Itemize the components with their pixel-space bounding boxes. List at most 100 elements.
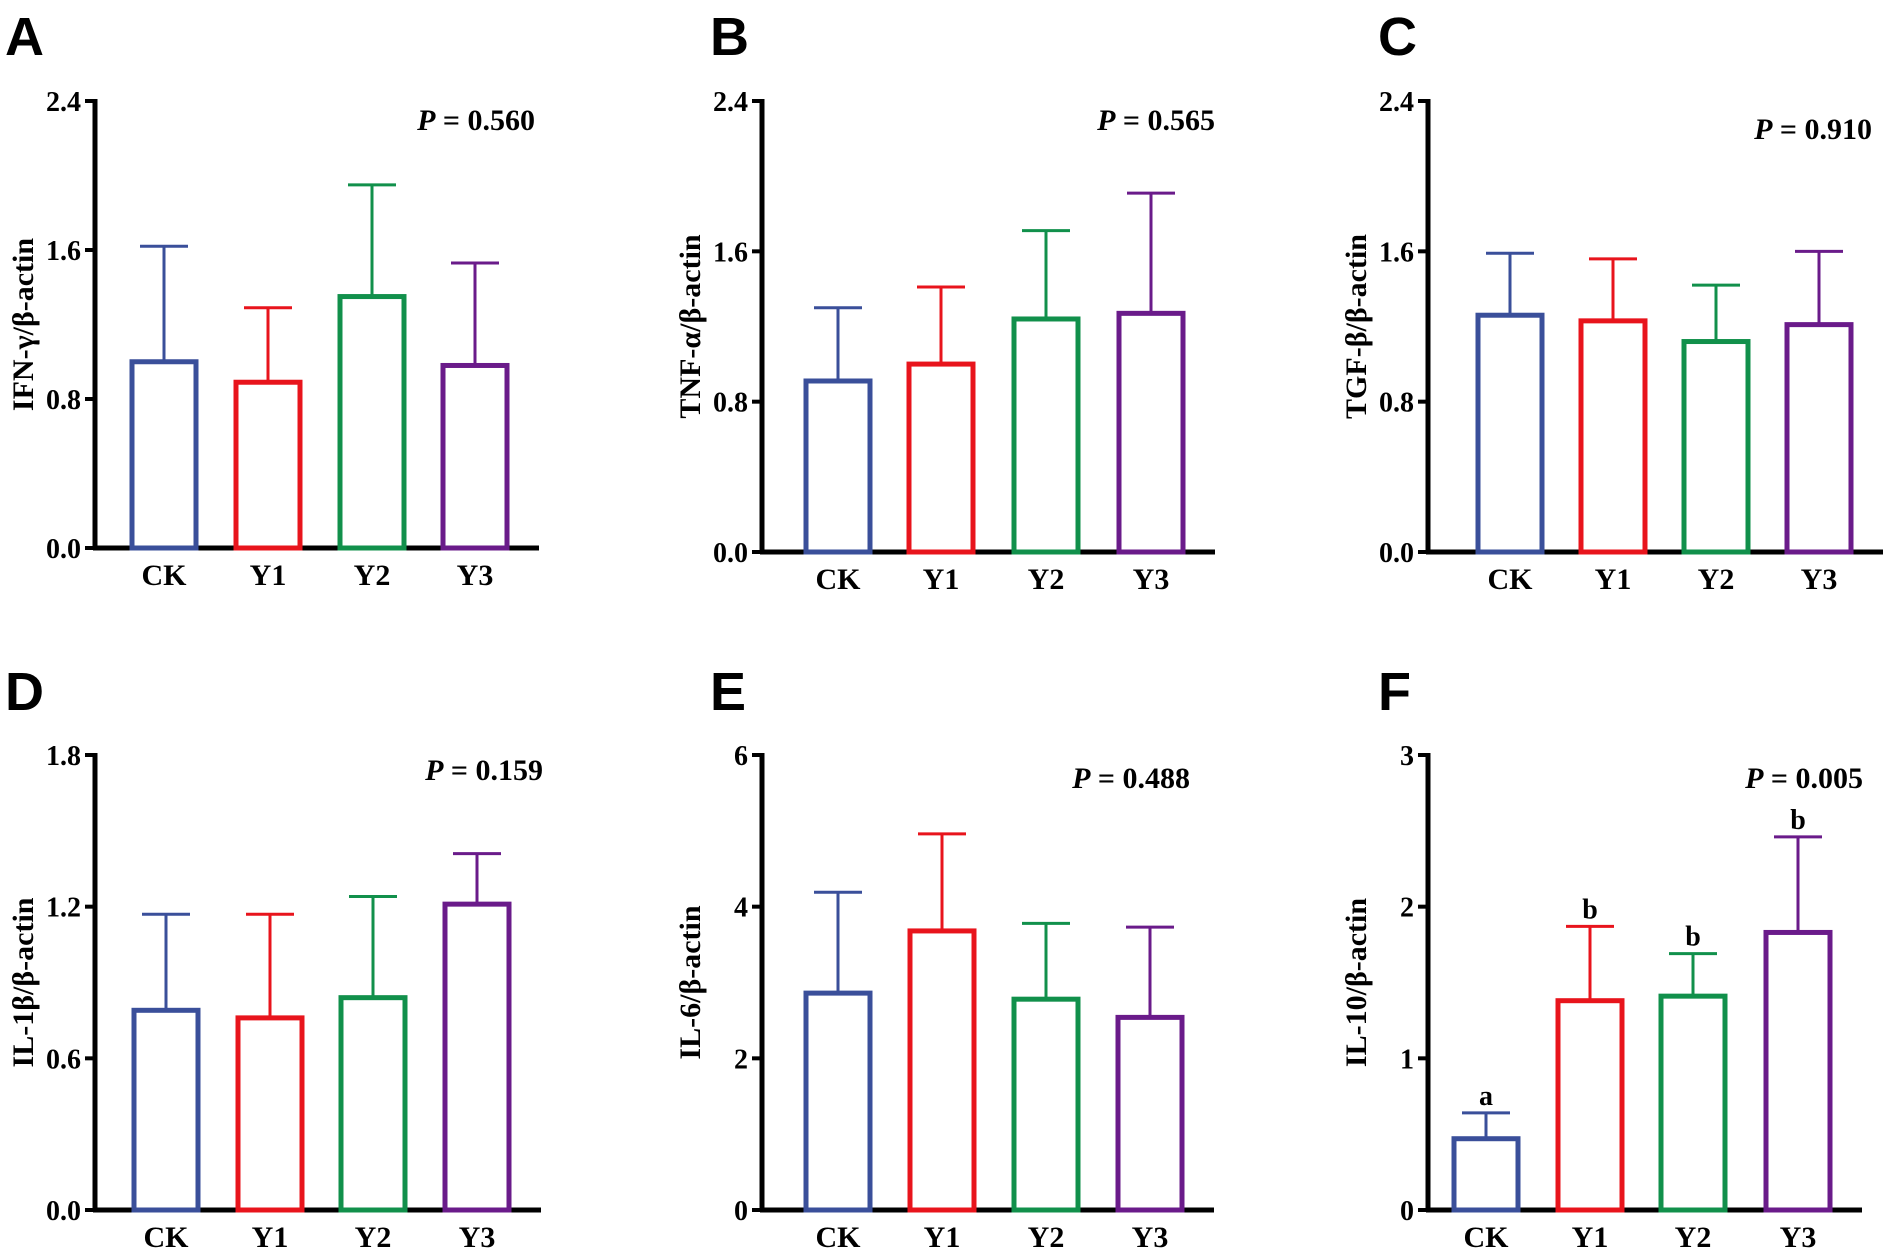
- x-tick-label: CK: [816, 1221, 862, 1254]
- x-tick-label: Y1: [1572, 1221, 1609, 1254]
- p-value-text: = 0.560: [435, 104, 535, 137]
- x-tick-label: Y2: [1028, 1221, 1065, 1254]
- x-tick-label: Y1: [250, 559, 287, 592]
- p-value: P = 0.159: [424, 754, 543, 787]
- y-axis-label: TGF-β/β-actin: [1340, 234, 1373, 419]
- x-tick-label: Y3: [457, 559, 494, 592]
- x-tick-label: CK: [142, 559, 188, 592]
- panel-B: B 0.0 0.8 1.6 2.4 TNF-α/β-actin P = 0.565 CK Y1 Y…: [674, 7, 1215, 596]
- p-value-text: = 0.005: [1763, 762, 1863, 795]
- y-tick-label: 0.0: [713, 538, 748, 569]
- y-tick-label: 2.4: [713, 87, 748, 118]
- p-value: P = 0.910: [1753, 113, 1872, 146]
- y-tick-label: 1.2: [46, 893, 81, 924]
- bar-Y3: [1784, 322, 1854, 555]
- p-value-text: = 0.910: [1772, 113, 1872, 146]
- x-tick-label: Y1: [923, 563, 960, 596]
- p-value: P = 0.565: [1096, 104, 1215, 137]
- p-label: P: [416, 104, 436, 137]
- panel-letter: B: [710, 7, 749, 67]
- y-tick-label: 3: [1400, 741, 1414, 772]
- bar-Y3: [440, 362, 510, 551]
- y-tick-label: 0.8: [713, 388, 748, 419]
- bar-Y1: [1555, 998, 1625, 1213]
- panel-E: E 0 2 4 6 IL-6/β-actin P = 0.488 CK Y1 Y2 Y3: [674, 662, 1214, 1254]
- p-value: P = 0.488: [1071, 762, 1190, 795]
- bar-Y1: [1578, 318, 1648, 555]
- bar-Y2: [337, 294, 407, 551]
- bar-CK: [803, 990, 873, 1213]
- p-label: P: [1071, 762, 1091, 795]
- bar-CK: [131, 1007, 201, 1213]
- y-tick-label: 0.8: [1379, 388, 1414, 419]
- y-tick-label: 2: [734, 1044, 748, 1075]
- p-value: P = 0.560: [416, 104, 535, 137]
- y-tick-label: 4: [734, 893, 748, 924]
- x-tick-label: Y3: [1133, 563, 1170, 596]
- panel-letter: C: [1378, 7, 1417, 67]
- bar-Y2: [1681, 339, 1751, 555]
- y-axis-label: TNF-α/β-actin: [674, 234, 707, 419]
- panel-letter: A: [5, 7, 44, 67]
- p-value: P = 0.005: [1744, 762, 1863, 795]
- bar-Y2: [1011, 996, 1081, 1213]
- y-tick-label: 0.8: [46, 385, 81, 416]
- bar-Y2: [1011, 316, 1081, 555]
- bar-Y3: [1116, 310, 1186, 555]
- significance-letter: b: [1790, 805, 1806, 836]
- significance-letter: a: [1479, 1081, 1493, 1112]
- panel-D: D 0.0 0.6 1.2 1.8 IL-1β/β-actin P = 0.159 CK Y1 Y…: [5, 662, 543, 1254]
- bar-Y2: [1658, 993, 1728, 1213]
- y-tick-label: 0: [1400, 1196, 1414, 1227]
- p-value-text: = 0.159: [443, 754, 543, 787]
- y-tick-label: 1.6: [46, 236, 81, 267]
- bar-CK: [129, 359, 199, 551]
- panel-letter: D: [5, 662, 44, 722]
- x-tick-label: CK: [1464, 1221, 1510, 1254]
- y-tick-label: 1.6: [1379, 237, 1414, 268]
- x-tick-label: Y3: [1780, 1221, 1817, 1254]
- bar-Y1: [906, 361, 976, 555]
- bar-Y1: [235, 1015, 305, 1213]
- y-tick-label: 0.0: [46, 1196, 81, 1227]
- x-tick-label: CK: [144, 1221, 190, 1254]
- panel-letter: E: [710, 662, 746, 722]
- y-tick-label: 2: [1400, 893, 1414, 924]
- p-label: P: [424, 754, 444, 787]
- significance-letter: b: [1582, 894, 1598, 925]
- bar-Y2: [338, 995, 408, 1213]
- bar-CK: [803, 378, 873, 555]
- y-tick-label: 0.6: [46, 1044, 81, 1075]
- bar-CK: [1475, 312, 1545, 555]
- x-tick-label: Y1: [1595, 563, 1632, 596]
- significance-letter: b: [1685, 922, 1701, 953]
- y-tick-label: 1: [1400, 1044, 1414, 1075]
- bar-Y1: [907, 928, 977, 1213]
- x-tick-label: Y3: [1801, 563, 1838, 596]
- bar-Y3: [1763, 929, 1833, 1213]
- panel-C: C 0.0 0.8 1.6 2.4 TGF-β/β-actin P = 0.910 CK Y1 Y…: [1340, 7, 1883, 596]
- x-tick-label: Y2: [1028, 563, 1065, 596]
- bar-Y3: [1115, 1014, 1185, 1213]
- p-value-text: = 0.488: [1090, 762, 1190, 795]
- y-tick-label: 1.8: [46, 741, 81, 772]
- y-axis-label: IL-6/β-actin: [674, 905, 707, 1059]
- y-tick-label: 2.4: [46, 87, 81, 118]
- p-label: P: [1753, 113, 1773, 146]
- y-axis-label: IL-10/β-actin: [1340, 898, 1373, 1067]
- p-value-text: = 0.565: [1115, 104, 1215, 137]
- x-tick-label: CK: [1488, 563, 1534, 596]
- y-axis-label: IL-1β/β-actin: [7, 897, 40, 1067]
- x-tick-label: Y3: [459, 1221, 496, 1254]
- x-tick-label: Y2: [354, 559, 391, 592]
- x-tick-label: Y1: [252, 1221, 289, 1254]
- x-tick-label: CK: [816, 563, 862, 596]
- y-axis-label: IFN-γ/β-actin: [7, 238, 40, 411]
- panel-F: F 0 1 2 3 IL-10/β-actin P = 0.005 CK a Y1 b Y2 b Y3 b: [1340, 662, 1863, 1254]
- y-tick-label: 6: [734, 741, 748, 772]
- y-tick-label: 1.6: [713, 237, 748, 268]
- p-label: P: [1096, 104, 1116, 137]
- y-tick-label: 0: [734, 1196, 748, 1227]
- x-tick-label: Y3: [1132, 1221, 1169, 1254]
